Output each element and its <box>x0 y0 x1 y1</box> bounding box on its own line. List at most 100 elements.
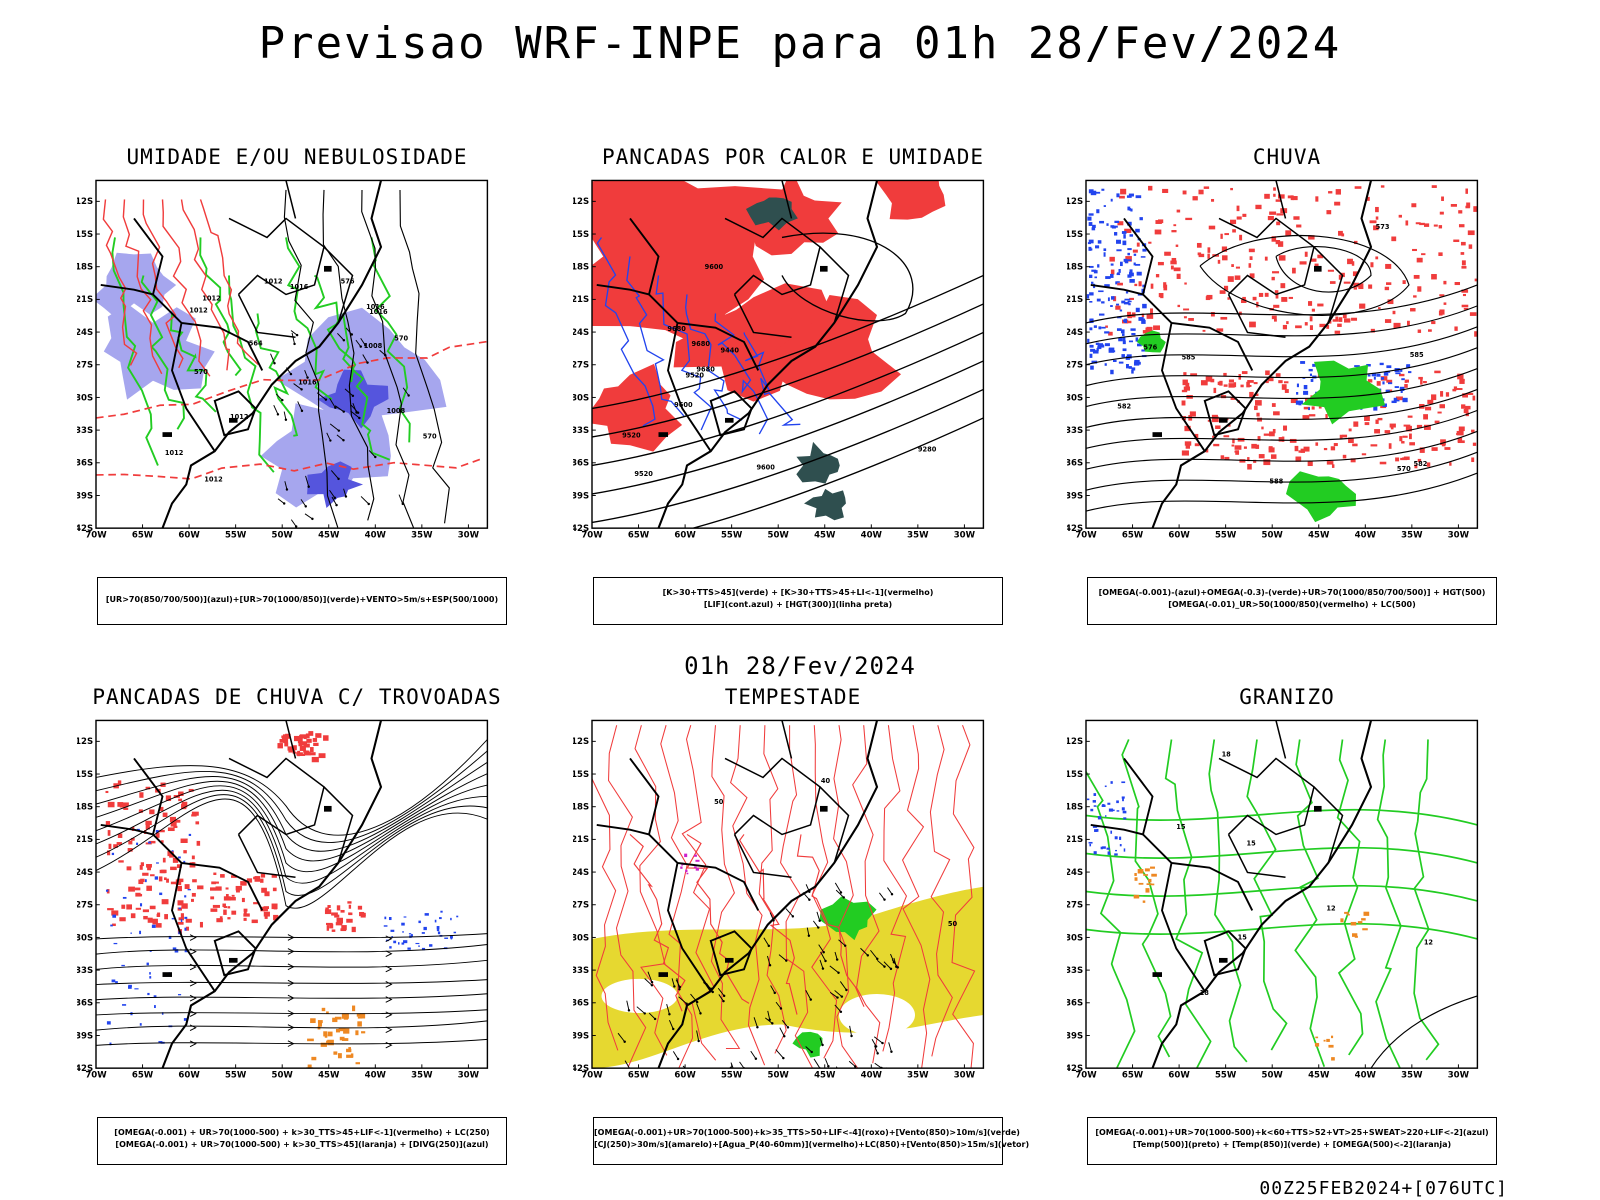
rain-speckle <box>1255 393 1259 397</box>
contour-label: 582 <box>1414 460 1428 468</box>
omega-speckle <box>1098 326 1102 330</box>
convective-area <box>745 197 798 231</box>
rain-speckle <box>1248 248 1255 253</box>
precipitable-water-contour <box>758 725 787 1054</box>
omega-speckle <box>1110 369 1114 375</box>
omega-strong-area <box>1136 330 1166 353</box>
rain-speckle <box>1239 234 1243 241</box>
storm-speckle <box>253 902 260 905</box>
wind-vector <box>849 1025 853 1037</box>
rain-speckle <box>1117 282 1123 286</box>
streamline <box>96 944 488 955</box>
hail-speckle <box>1105 815 1107 817</box>
wind-vector <box>696 1003 701 1014</box>
contour-label: 1012 <box>202 294 221 302</box>
lake-marker <box>324 265 332 272</box>
streamline-arrow <box>189 934 197 941</box>
omega-speckle <box>1373 376 1376 380</box>
lon-tick-label: 35W <box>907 531 929 541</box>
rain-speckle <box>1208 225 1216 230</box>
wind-vector <box>717 987 725 997</box>
storm-speckle <box>260 873 266 878</box>
lon-tick-label: 60W <box>674 1071 696 1081</box>
rain-speckle <box>1247 464 1252 470</box>
divergence-speckle <box>148 841 152 844</box>
omega-speckle <box>1088 189 1094 194</box>
storm-speckle <box>158 876 163 882</box>
lon-tick-label: 70W <box>1075 1071 1097 1081</box>
wind-vector <box>290 519 297 527</box>
rain-speckle <box>1302 415 1310 420</box>
omega-speckle <box>1143 874 1149 876</box>
streamline-arrow <box>385 981 393 988</box>
rain-speckle <box>1403 424 1411 427</box>
lon-tick-label: 40W <box>365 1071 387 1081</box>
wind-vector-head <box>355 411 358 414</box>
rain-speckle <box>1333 443 1338 447</box>
storm-speckle <box>299 745 306 751</box>
rain-speckle <box>1457 373 1464 380</box>
humidity-contour <box>199 237 242 377</box>
omega-speckle <box>1331 1057 1335 1061</box>
wind-vector-head <box>883 898 886 901</box>
wind-vector-head <box>337 429 341 432</box>
rain-speckle <box>1370 328 1375 333</box>
instability-speckle <box>307 1038 314 1042</box>
divergence-speckle <box>130 932 133 934</box>
streamline-arrow <box>385 965 393 973</box>
map-background <box>1086 180 1478 529</box>
wind-vector-head <box>276 413 280 416</box>
rain-speckle <box>1326 461 1334 465</box>
omega-speckle <box>1141 349 1147 352</box>
omega-speckle <box>1093 325 1097 328</box>
rain-speckle <box>1251 443 1257 449</box>
rain-speckle <box>1433 224 1438 227</box>
storm-speckle <box>161 899 169 905</box>
wind-vector-head <box>808 898 811 901</box>
rain-speckle <box>1234 275 1241 280</box>
wind-vector-head <box>841 1075 843 1077</box>
storm-speckle <box>285 733 291 739</box>
storm-speckle <box>315 733 322 738</box>
jet-streamline <box>96 773 488 862</box>
contour-label: 15 <box>1176 823 1186 831</box>
storm-speckle <box>169 816 176 823</box>
omega-speckle <box>1107 297 1110 302</box>
country-border <box>171 322 216 452</box>
rain-speckle <box>1273 411 1280 416</box>
lon-tick-label: 45W <box>814 1071 836 1081</box>
contour-label: 15 <box>1246 839 1256 847</box>
temperature-850-contour <box>1086 739 1136 1069</box>
contour-label: 50 <box>714 798 724 806</box>
rain-speckle <box>1274 290 1279 294</box>
coastline <box>1151 180 1373 529</box>
omega-speckle <box>1125 363 1129 369</box>
wind-vector-head <box>850 1034 853 1038</box>
rain-speckle <box>1458 426 1465 432</box>
rain-speckle <box>1415 222 1421 225</box>
rain-speckle <box>1127 311 1132 316</box>
rain-speckle <box>1341 233 1345 237</box>
state-border <box>724 217 821 296</box>
omega-speckle <box>1092 350 1099 354</box>
omega-speckle <box>1127 248 1132 251</box>
precipitable-water-contour <box>629 834 686 1012</box>
panel-pancadas-calor: PANCADAS POR CALOR E UMIDADE 9600 9680 9680… <box>573 145 1013 625</box>
streamline-arrow <box>189 963 197 971</box>
omega-speckle <box>1380 377 1385 380</box>
storm-speckle <box>145 824 150 830</box>
rain-speckle <box>1453 239 1460 243</box>
wind-vector <box>350 410 360 419</box>
rain-speckle <box>1414 464 1418 469</box>
storm-speckle <box>211 881 216 885</box>
rain-speckle <box>1323 447 1328 451</box>
rain-speckle <box>1220 316 1228 320</box>
rain-speckle <box>1249 256 1253 260</box>
rain-speckle <box>1471 429 1475 433</box>
storm-speckle <box>331 929 336 932</box>
contour-label: 564 <box>249 339 263 347</box>
wind-vector <box>883 961 892 970</box>
wind-vector-head <box>335 503 338 507</box>
lat-tick-label: 33S <box>573 426 589 436</box>
lon-tick-label: 55W <box>225 531 247 541</box>
